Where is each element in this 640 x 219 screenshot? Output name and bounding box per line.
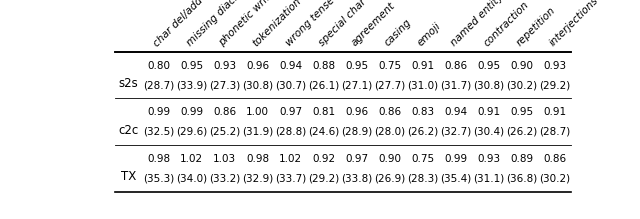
Text: emoji: emoji: [415, 21, 443, 48]
Text: 0.93: 0.93: [213, 61, 236, 71]
Text: 0.94: 0.94: [444, 107, 467, 117]
Text: TX: TX: [121, 170, 136, 183]
Text: (29.2): (29.2): [539, 80, 570, 90]
Text: (33.7): (33.7): [275, 173, 306, 184]
Text: 1.02: 1.02: [279, 154, 302, 164]
Text: (36.8): (36.8): [506, 173, 537, 184]
Text: (30.2): (30.2): [539, 173, 570, 184]
Text: 0.89: 0.89: [510, 154, 533, 164]
Text: missing diacritics: missing diacritics: [184, 0, 255, 48]
Text: 0.95: 0.95: [180, 61, 203, 71]
Text: (32.5): (32.5): [143, 127, 174, 137]
Text: (31.9): (31.9): [242, 127, 273, 137]
Text: (30.7): (30.7): [275, 80, 306, 90]
Text: (28.8): (28.8): [275, 127, 306, 137]
Text: 0.95: 0.95: [510, 107, 533, 117]
Text: 0.75: 0.75: [378, 61, 401, 71]
Text: named entity: named entity: [449, 0, 505, 48]
Text: (33.2): (33.2): [209, 173, 240, 184]
Text: (31.7): (31.7): [440, 80, 471, 90]
Text: (32.7): (32.7): [440, 127, 471, 137]
Text: wrong tense: wrong tense: [284, 0, 336, 48]
Text: (27.7): (27.7): [374, 80, 405, 90]
Text: (27.1): (27.1): [341, 80, 372, 90]
Text: 0.95: 0.95: [477, 61, 500, 71]
Text: (26.9): (26.9): [374, 173, 405, 184]
Text: (30.8): (30.8): [242, 80, 273, 90]
Text: s2s: s2s: [118, 77, 138, 90]
Text: 0.98: 0.98: [147, 154, 170, 164]
Text: repetition: repetition: [515, 6, 557, 48]
Text: 0.86: 0.86: [543, 154, 566, 164]
Text: (28.0): (28.0): [374, 127, 405, 137]
Text: 0.99: 0.99: [444, 154, 467, 164]
Text: (28.3): (28.3): [407, 173, 438, 184]
Text: casing: casing: [383, 18, 413, 48]
Text: (30.2): (30.2): [506, 80, 537, 90]
Text: special char: special char: [316, 0, 368, 48]
Text: (35.4): (35.4): [440, 173, 471, 184]
Text: (28.9): (28.9): [341, 127, 372, 137]
Text: 0.92: 0.92: [312, 154, 335, 164]
Text: 0.80: 0.80: [147, 61, 170, 71]
Text: 0.93: 0.93: [543, 61, 566, 71]
Text: 0.93: 0.93: [477, 154, 500, 164]
Text: (34.0): (34.0): [176, 173, 207, 184]
Text: (31.1): (31.1): [473, 173, 504, 184]
Text: 0.75: 0.75: [411, 154, 434, 164]
Text: (30.8): (30.8): [473, 80, 504, 90]
Text: (31.0): (31.0): [407, 80, 438, 90]
Text: char del/add: char del/add: [152, 0, 205, 48]
Text: 0.95: 0.95: [345, 61, 368, 71]
Text: 0.81: 0.81: [312, 107, 335, 117]
Text: (29.6): (29.6): [176, 127, 207, 137]
Text: (29.2): (29.2): [308, 173, 339, 184]
Text: 0.86: 0.86: [444, 61, 467, 71]
Text: c2c: c2c: [118, 124, 138, 137]
Text: 0.90: 0.90: [378, 154, 401, 164]
Text: 0.86: 0.86: [378, 107, 401, 117]
Text: 1.02: 1.02: [180, 154, 203, 164]
Text: 0.96: 0.96: [246, 61, 269, 71]
Text: 0.91: 0.91: [543, 107, 566, 117]
Text: 0.94: 0.94: [279, 61, 302, 71]
Text: (30.4): (30.4): [473, 127, 504, 137]
Text: 0.98: 0.98: [246, 154, 269, 164]
Text: (28.7): (28.7): [539, 127, 570, 137]
Text: agreement: agreement: [349, 1, 397, 48]
Text: (26.1): (26.1): [308, 80, 339, 90]
Text: 0.90: 0.90: [510, 61, 533, 71]
Text: (33.9): (33.9): [176, 80, 207, 90]
Text: (25.2): (25.2): [209, 127, 240, 137]
Text: 0.97: 0.97: [279, 107, 302, 117]
Text: (33.8): (33.8): [341, 173, 372, 184]
Text: (28.7): (28.7): [143, 80, 174, 90]
Text: contraction: contraction: [481, 0, 531, 48]
Text: 0.86: 0.86: [213, 107, 236, 117]
Text: 1.03: 1.03: [213, 154, 236, 164]
Text: 0.96: 0.96: [345, 107, 368, 117]
Text: (24.6): (24.6): [308, 127, 339, 137]
Text: (35.3): (35.3): [143, 173, 174, 184]
Text: 0.99: 0.99: [180, 107, 203, 117]
Text: phonetic writing: phonetic writing: [218, 0, 284, 48]
Text: 0.91: 0.91: [411, 61, 434, 71]
Text: 0.97: 0.97: [345, 154, 368, 164]
Text: (26.2): (26.2): [407, 127, 438, 137]
Text: 1.00: 1.00: [246, 107, 269, 117]
Text: 0.88: 0.88: [312, 61, 335, 71]
Text: 0.91: 0.91: [477, 107, 500, 117]
Text: interjections: interjections: [547, 0, 600, 48]
Text: (32.9): (32.9): [242, 173, 273, 184]
Text: tokenization: tokenization: [250, 0, 303, 48]
Text: (27.3): (27.3): [209, 80, 240, 90]
Text: 0.83: 0.83: [411, 107, 434, 117]
Text: (26.2): (26.2): [506, 127, 537, 137]
Text: 0.99: 0.99: [147, 107, 170, 117]
